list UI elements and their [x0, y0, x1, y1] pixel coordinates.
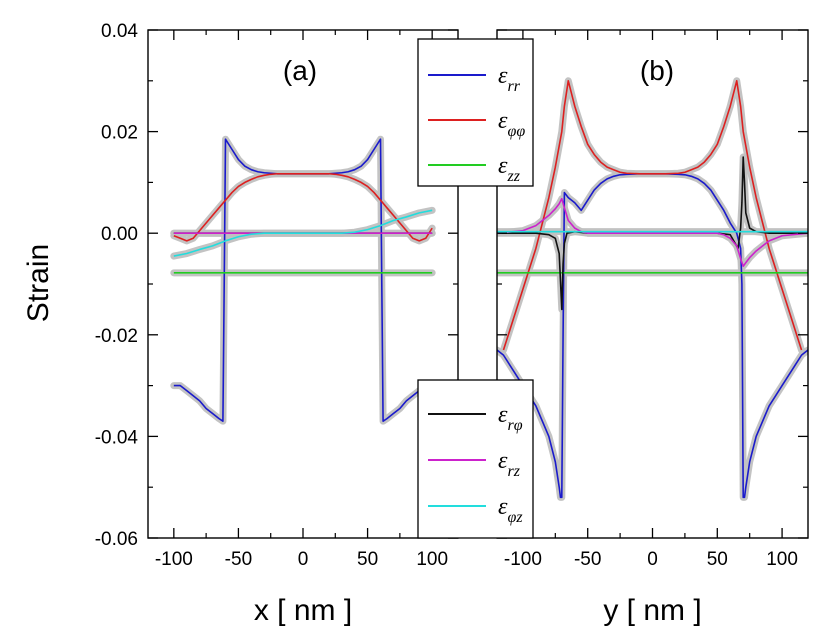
plot-area [170, 135, 436, 425]
reference-line-0 [170, 135, 436, 425]
plot-frame [147, 29, 459, 539]
legend-label: εφz [498, 494, 523, 526]
x-tick-label: 100 [766, 549, 798, 570]
y-tick-label: 0.04 [101, 21, 138, 42]
legend-top: εrr εφφ εzz [417, 38, 534, 187]
legend-label: εφφ [498, 108, 525, 140]
plot-area [497, 77, 808, 501]
x-tick-label: 0 [298, 549, 309, 570]
x-tick-label: -100 [155, 549, 193, 570]
y-tick-label: -0.04 [95, 427, 139, 448]
legend-label: εrφ [498, 402, 523, 434]
x-tick-label: -50 [574, 549, 601, 570]
x-axis-title: y [ nm ] [603, 594, 701, 627]
y-axis-title: Strain [22, 244, 55, 322]
panel-label: (b) [640, 55, 674, 86]
x-tick-label: -50 [225, 549, 252, 570]
x-tick-label: -100 [504, 549, 542, 570]
series-line-5 [173, 209, 433, 257]
y-tick-label: -0.06 [95, 529, 138, 550]
panel-label: (a) [283, 55, 317, 86]
legend-label: εzz [498, 153, 521, 185]
legend-bottom: εrφ εrz εφz [417, 379, 534, 539]
x-tick-label: 50 [707, 549, 728, 570]
y-tick-label: 0.02 [101, 123, 138, 144]
series-line-4 [497, 197, 808, 268]
plot-frame [496, 29, 809, 539]
x-tick-label: 0 [647, 549, 658, 570]
x-tick-label: 100 [416, 549, 448, 570]
panel-b: -100 -50 0 50 100 (b) y [ nm ] [496, 29, 809, 627]
legend-label: εrz [498, 448, 521, 480]
panel-a: -100 -50 0 50 100 -0.06 -0.04 -0.02 0.00 0.02 0.04… [95, 21, 459, 627]
legend-label: εrr [498, 63, 521, 95]
series-line-1 [502, 80, 803, 351]
series-line-0 [173, 138, 433, 422]
series-line-1 [173, 172, 433, 242]
x-tick-label: 50 [357, 549, 378, 570]
y-tick-label: 0.00 [101, 224, 138, 245]
legend-box [417, 38, 534, 187]
x-axis-title: x [ nm ] [254, 594, 352, 627]
y-tick-label: -0.02 [95, 326, 138, 347]
